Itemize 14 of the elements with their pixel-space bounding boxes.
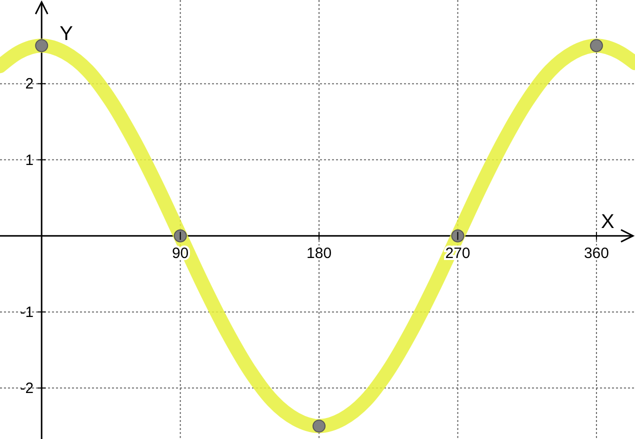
x-tick-label: 360	[584, 244, 609, 262]
point	[174, 229, 187, 242]
point	[35, 39, 48, 52]
y-tick-label: -2	[20, 380, 34, 398]
y-tick-label: 2	[25, 76, 34, 93]
x-tick-label: 90	[172, 244, 189, 262]
x-axis-title: X	[601, 210, 614, 233]
y-axis-title: Y	[60, 23, 73, 45]
y-tick-label: -1	[20, 304, 34, 321]
x-tick-label: 180	[306, 244, 332, 262]
point	[312, 420, 326, 433]
y-tick-label: 1	[25, 152, 34, 169]
point	[590, 39, 603, 52]
point	[451, 229, 464, 242]
